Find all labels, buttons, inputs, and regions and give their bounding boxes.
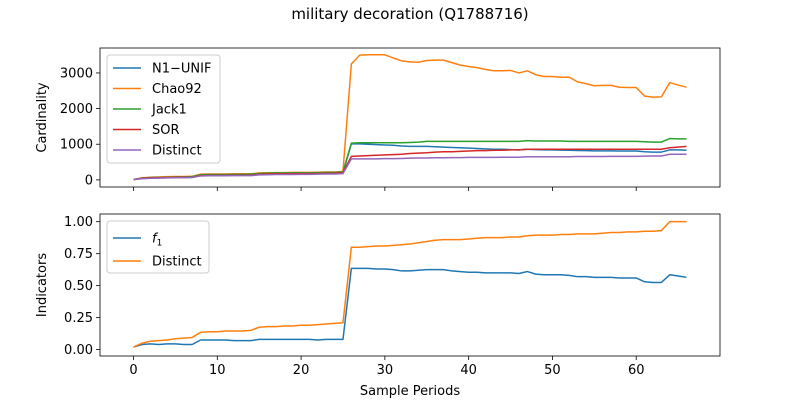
x-tick-label: 50 [544, 363, 561, 378]
legend-label: Jack1 [151, 103, 187, 118]
y-tick-label: 0.25 [64, 311, 93, 326]
series-line-1-1 [133, 220, 687, 348]
y-tick-label: 0.00 [64, 343, 93, 358]
y-tick-label: 2000 [60, 102, 93, 117]
legend-label: Chao92 [152, 82, 202, 97]
legend: f1 Distinct [106, 220, 210, 274]
chart-title: military decoration (Q1788716) [291, 5, 528, 23]
legend-label: SOR [152, 123, 180, 138]
series-line-1-0 [133, 267, 687, 348]
y-axis-label: Cardinality [35, 82, 50, 153]
legend-label: N1−UNIF [152, 62, 211, 77]
bottom-panel-indicators: 0 10 20 30 40 50 60 0.00 0.25 0.50 0.75 1.00 Indicat… [35, 213, 721, 399]
x-tick-label: 40 [460, 363, 477, 378]
y-axis-label: Indicators [35, 253, 50, 317]
legend-label: f1 [152, 232, 162, 249]
x-tick-label: 30 [377, 363, 394, 378]
series-line-0-2 [133, 137, 687, 181]
x-tick-label: 60 [628, 363, 645, 378]
legend: N1−UNIF Chao92 Jack1 SOR Distinct [106, 54, 221, 164]
y-tick-label: 0 [85, 173, 93, 188]
y-tick-label: 0.50 [64, 279, 93, 294]
top-panel-cardinality: 0 1000 2000 3000 Cardinality N1−UNIF Chao92 Jac… [35, 47, 721, 191]
y-tick-label: 1000 [60, 138, 93, 153]
y-tick-label: 0.75 [64, 247, 93, 262]
legend-label: Distinct [152, 255, 202, 270]
x-axis-label: Sample Periods [360, 384, 460, 399]
x-tick-label: 0 [129, 363, 137, 378]
y-tick-label: 3000 [60, 66, 93, 81]
axes-frame [99, 213, 721, 357]
x-tick-label: 20 [293, 363, 310, 378]
y-tick-label: 1.00 [64, 215, 93, 230]
x-tick-label: 10 [209, 363, 226, 378]
legend-box [106, 220, 210, 274]
legend-box [106, 54, 221, 164]
legend-label: Distinct [152, 144, 202, 159]
series-line-0-4 [133, 153, 687, 181]
axes-frame [99, 47, 721, 188]
